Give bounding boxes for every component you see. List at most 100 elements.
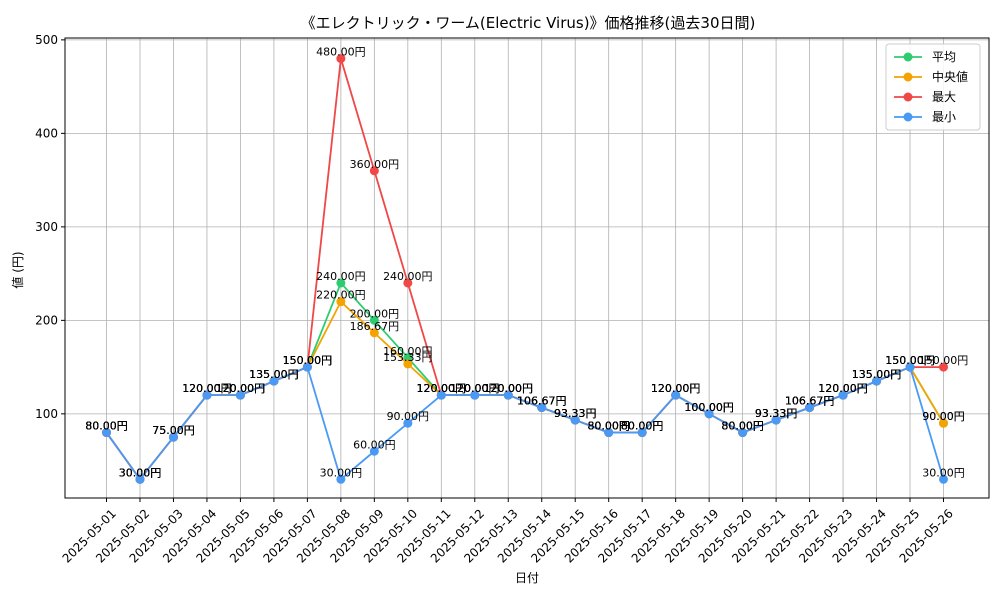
data-point (570, 415, 580, 425)
data-label: 75.00円 (152, 424, 195, 437)
data-point (369, 328, 379, 338)
data-label: 80.00円 (721, 420, 764, 433)
data-label: 106.67円 (517, 395, 567, 408)
data-point (838, 390, 848, 400)
data-label: 150.00円 (919, 354, 969, 367)
data-point (302, 362, 312, 372)
data-label: 120.00円 (651, 382, 701, 395)
data-point (202, 390, 212, 400)
data-label: 120.00円 (182, 382, 232, 395)
data-label: 75.00円 (152, 424, 195, 437)
data-point (235, 390, 245, 400)
data-label: 93.33円 (554, 407, 597, 420)
data-label: 30.00円 (119, 466, 162, 479)
data-label: 30.00円 (922, 466, 965, 479)
data-label: 106.67円 (517, 395, 567, 408)
data-label: 93.33円 (755, 407, 798, 420)
data-label: 90.00円 (387, 410, 430, 423)
data-label: 120.00円 (450, 382, 500, 395)
data-label: 150.00円 (283, 354, 333, 367)
data-label: 90.00円 (922, 410, 965, 423)
data-label: 120.00円 (417, 382, 467, 395)
chart-title: 《エレクトリック・ワーム(Electric Virus)》価格推移(過去30日間… (301, 14, 756, 32)
data-label: 80.00円 (587, 420, 630, 433)
legend-label: 平均 (932, 50, 956, 64)
data-label: 120.00円 (182, 382, 232, 395)
data-label: 150.00円 (885, 354, 935, 367)
data-label: 106.67円 (785, 395, 835, 408)
data-label: 75.00円 (152, 424, 195, 437)
x-tick-labels: 2025-05-012025-05-022025-05-032025-05-04… (60, 498, 956, 566)
data-label: 120.00円 (818, 382, 868, 395)
data-label: 80.00円 (587, 420, 630, 433)
data-point (436, 390, 446, 400)
data-point (704, 409, 714, 419)
legend-label: 最小 (932, 110, 956, 124)
data-label: 150.00円 (283, 354, 333, 367)
data-label: 120.00円 (818, 382, 868, 395)
data-label: 106.67円 (517, 395, 567, 408)
data-label: 30.00円 (320, 466, 363, 479)
data-point (604, 428, 614, 438)
data-label: 150.00円 (885, 354, 935, 367)
data-label: 80.00円 (621, 420, 664, 433)
data-point (537, 403, 547, 413)
data-label: 135.00円 (852, 368, 902, 381)
series-line-3 (105, 365, 945, 481)
data-point (403, 353, 413, 363)
data-label: 135.00円 (249, 368, 299, 381)
data-label: 93.33円 (755, 407, 798, 420)
grid (65, 38, 989, 498)
data-label: 80.00円 (621, 420, 664, 433)
data-label: 120.00円 (651, 382, 701, 395)
plot-frame (64, 37, 990, 499)
data-label: 80.00円 (621, 420, 664, 433)
data-label: 120.00円 (651, 382, 701, 395)
y-tick-label: 200 (35, 313, 58, 327)
data-point (403, 278, 413, 288)
data-label: 93.33円 (554, 407, 597, 420)
data-label: 120.00円 (450, 382, 500, 395)
y-tick-label: 500 (35, 33, 58, 47)
data-label: 106.67円 (785, 395, 835, 408)
data-label: 120.00円 (182, 382, 232, 395)
data-label: 120.00円 (417, 382, 467, 395)
data-label: 120.00円 (417, 382, 467, 395)
series-line-2 (105, 58, 944, 481)
data-label: 30.00円 (119, 466, 162, 479)
data-point (905, 362, 915, 372)
data-label: 120.00円 (484, 382, 534, 395)
data-point (369, 166, 379, 176)
data-label: 80.00円 (85, 420, 128, 433)
data-label: 93.33円 (755, 407, 798, 420)
data-label: 120.00円 (651, 382, 701, 395)
data-label: 186.67円 (350, 320, 400, 333)
data-point (939, 474, 948, 484)
data-label: 80.00円 (85, 420, 128, 433)
data-label: 360.00円 (350, 158, 400, 171)
data-label: 80.00円 (721, 420, 764, 433)
data-label: 135.00円 (249, 368, 299, 381)
data-label: 160.00円 (383, 345, 433, 358)
data-label: 153.33円 (383, 351, 433, 364)
data-label: 120.00円 (216, 382, 266, 395)
data-label: 80.00円 (721, 420, 764, 433)
legend-label: 最大 (932, 90, 956, 104)
data-label: 106.67円 (785, 395, 835, 408)
data-label: 93.33円 (755, 407, 798, 420)
series-line-0 (105, 281, 945, 481)
data-point (369, 446, 379, 456)
data-point (403, 418, 413, 428)
data-label: 80.00円 (85, 420, 128, 433)
data-label: 150.00円 (283, 354, 333, 367)
legend-box (885, 43, 981, 131)
data-label: 80.00円 (85, 420, 128, 433)
data-point (102, 428, 111, 438)
data-point (336, 297, 346, 307)
data-label: 150.00円 (885, 354, 935, 367)
data-label: 220.00円 (316, 289, 366, 302)
data-label: 93.33円 (554, 407, 597, 420)
data-label: 100.00円 (684, 401, 734, 414)
legend-marker (903, 112, 913, 122)
